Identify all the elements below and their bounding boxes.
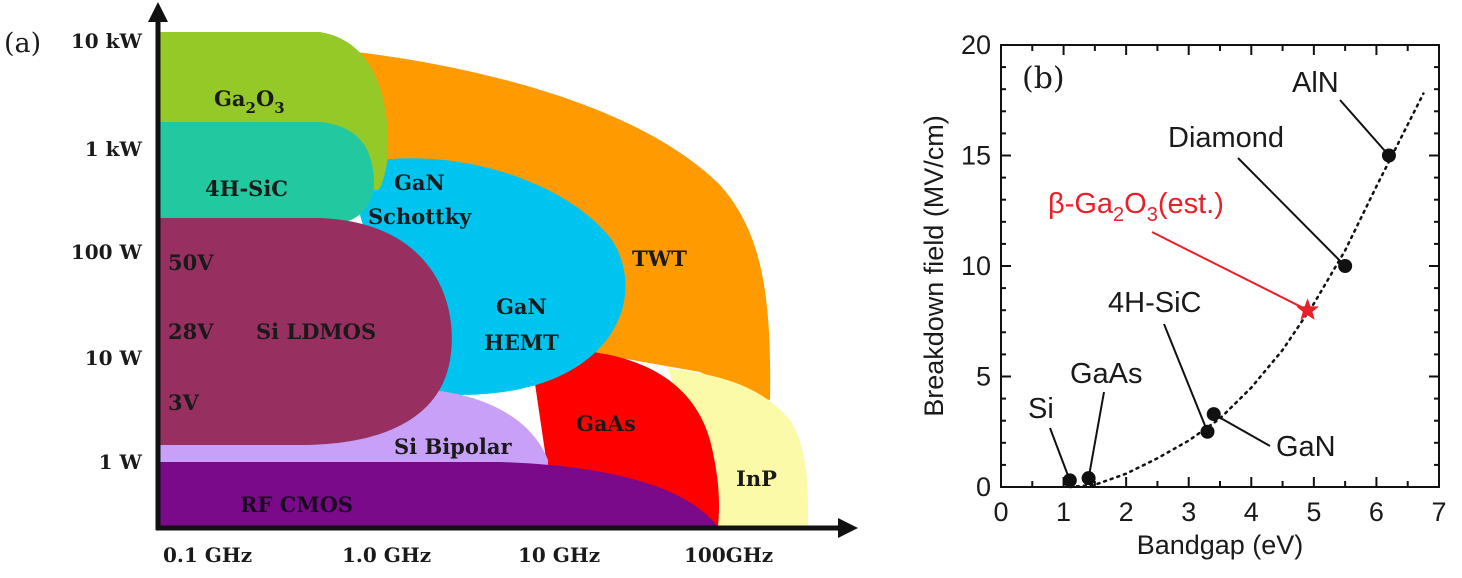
leader-line-highlight — [1151, 231, 1309, 312]
point-label-aln: AlN — [1292, 67, 1339, 99]
highlight-star-point — [1296, 298, 1319, 320]
x-tick-label-a: 100GHz — [684, 543, 773, 567]
x-tick-label-a: 1.0 GHz — [342, 543, 431, 567]
y-tick-label-a: 10 kW — [71, 29, 143, 53]
x-axis-arrow-a — [838, 518, 858, 538]
y-tick-label: 0 — [976, 472, 991, 502]
data-point — [1062, 473, 1077, 488]
x-axis-label-b: Bandgap (eV) — [1137, 530, 1304, 560]
y-tick-label: 10 — [961, 251, 991, 281]
y-tick-label-a: 10 W — [85, 346, 143, 370]
leader-lines — [1049, 99, 1390, 481]
trend-line — [1068, 92, 1425, 489]
y-axis-label-b: Breakdown field (MV/cm) — [919, 115, 949, 417]
x-tick-label-a: 10 GHz — [518, 543, 600, 567]
region-label-si-ldmos: Si LDMOS — [256, 319, 376, 344]
point-label-4h-sic: 4H-SiC — [1108, 287, 1201, 319]
x-tick-label: 6 — [1369, 497, 1384, 527]
x-tick-label-a: 0.1 GHz — [163, 543, 252, 567]
x-tick-label: 5 — [1306, 497, 1321, 527]
leader-line — [1163, 323, 1209, 433]
leader-line — [1339, 99, 1390, 157]
region-label-gan-hemt-2: HEMT — [484, 330, 559, 355]
region-label-gaas: GaAs — [576, 411, 636, 436]
panel-a-label: (a) — [4, 28, 41, 59]
region-inp — [668, 368, 809, 527]
x-tick-label: 7 — [1431, 497, 1446, 527]
y-tick-label: 5 — [976, 362, 991, 392]
region-label-3v: 3V — [168, 390, 200, 415]
point-label-diamond: Diamond — [1168, 122, 1284, 154]
x-tick-label: 0 — [993, 497, 1008, 527]
leader-line — [1213, 413, 1271, 447]
region-label-50v: 50V — [168, 250, 214, 275]
x-tick-label: 3 — [1181, 497, 1196, 527]
point-label-ga2o3-est: β-Ga2O3(est.) — [1048, 188, 1224, 226]
tick-marks-b — [1000, 44, 1440, 488]
data-point — [1081, 471, 1096, 486]
x-tick-label: 1 — [1056, 497, 1071, 527]
point-label-gan: GaN — [1276, 431, 1336, 463]
leader-line — [1049, 427, 1071, 481]
data-points — [1062, 148, 1396, 488]
y-tick-label: 15 — [961, 141, 991, 171]
y-tick-label-a: 1 kW — [85, 137, 143, 161]
y-tick-label-a: 100 W — [71, 240, 143, 264]
data-point — [1338, 259, 1353, 273]
leader-line — [1237, 157, 1346, 267]
region-4h-sic — [160, 122, 374, 222]
region-label-gan-schottky-1: GaN — [394, 170, 445, 195]
y-tick-label: 20 — [961, 30, 991, 60]
point-label-gaas: GaAs — [1070, 358, 1143, 390]
region-label-gan-hemt-1: GaN — [496, 294, 547, 319]
x-tick-label: 4 — [1244, 497, 1259, 527]
region-label-28v: 28V — [168, 319, 214, 344]
region-label-ga2o3: Ga2O3 — [214, 86, 285, 117]
point-label-si: Si — [1028, 393, 1054, 425]
region-label-twt: TWT — [632, 246, 687, 271]
y-tick-labels-b: 0 5 10 15 20 — [961, 30, 991, 502]
panel-b-label: (b) — [1022, 61, 1065, 96]
data-point — [1206, 407, 1221, 422]
region-label-rf-cmos: RF CMOS — [240, 492, 353, 517]
leader-line — [1087, 391, 1105, 479]
panel-a: (a) 10 kW 1 kW 100 W 10 W 1 W 0.1 GHz 1.… — [4, 2, 858, 567]
region-rf-cmos — [160, 462, 718, 527]
x-tick-label: 2 — [1119, 497, 1134, 527]
panel-b: 0 1 2 3 4 5 6 7 0 5 10 15 20 (b) Bandgap (eV) Break… — [919, 30, 1447, 560]
region-si-ldmos — [160, 218, 452, 445]
y-tick-label-a: 1 W — [99, 450, 143, 474]
data-point — [1381, 148, 1396, 163]
y-axis-arrow-a — [148, 2, 168, 22]
region-label-4h-sic: 4H-SiC — [205, 176, 288, 201]
x-tick-labels-b: 0 1 2 3 4 5 6 7 — [993, 497, 1446, 527]
region-label-gan-schottky-2: Schottky — [368, 204, 472, 229]
region-label-inp: InP — [736, 466, 777, 491]
data-point — [1200, 424, 1215, 439]
region-label-si-bipolar: Si Bipolar — [394, 434, 512, 459]
